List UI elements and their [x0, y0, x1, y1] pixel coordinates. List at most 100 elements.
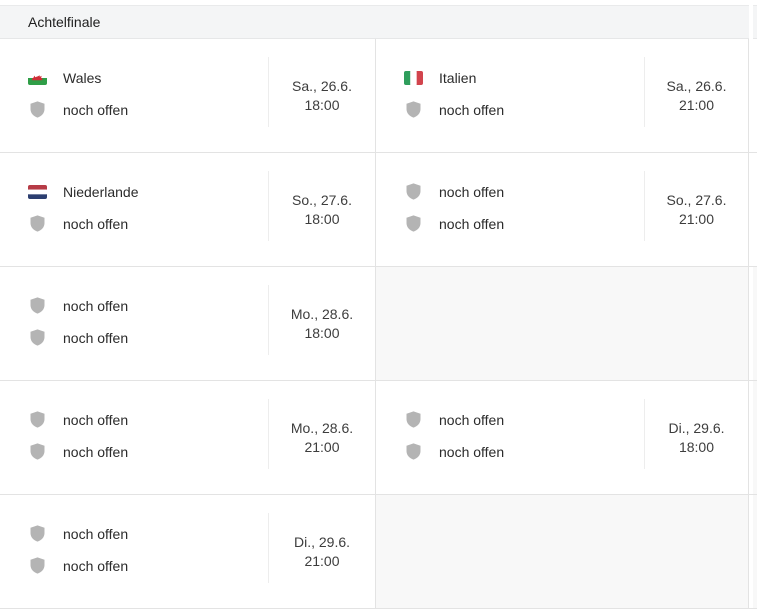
- shield-icon: [404, 183, 423, 200]
- match-card-niederlande[interactable]: Niederlande noch offen So., 27.6. 18:00: [0, 153, 376, 266]
- team-list: noch offen noch offen: [376, 153, 644, 266]
- match-card-open[interactable]: noch offen noch offen Mo., 28.6. 18:00: [0, 267, 376, 380]
- adjacent-column-edge: [753, 153, 757, 266]
- team-name: noch offen: [439, 215, 505, 232]
- match-date: So., 27.6.: [666, 191, 727, 208]
- cell-divider: [644, 171, 645, 241]
- section-header-row: Achtelfinale: [0, 5, 757, 39]
- match-datetime: Di., 29.6. 21:00: [269, 495, 375, 608]
- section-title: Achtelfinale: [28, 14, 101, 30]
- team-name: Niederlande: [63, 183, 139, 200]
- team-row: noch offen: [28, 411, 268, 428]
- column-gap: [749, 5, 753, 39]
- shield-icon: [28, 557, 47, 574]
- column-gap: [749, 495, 753, 608]
- team-row: Niederlande: [28, 183, 268, 200]
- section-header: Achtelfinale: [0, 5, 749, 39]
- team-row: noch offen: [404, 215, 644, 232]
- bracket-row-3: noch offen noch offen Mo., 28.6. 18:00: [0, 267, 757, 381]
- team-list: Niederlande noch offen: [0, 153, 268, 266]
- match-time: 21:00: [678, 210, 715, 227]
- team-name: noch offen: [63, 557, 129, 574]
- team-list: Italien noch offen: [376, 39, 644, 152]
- match-date: Mo., 28.6.: [290, 305, 354, 322]
- cell-divider: [268, 399, 269, 469]
- shield-icon: [28, 443, 47, 460]
- team-row: Wales: [28, 69, 268, 86]
- team-name: noch offen: [439, 443, 505, 460]
- team-row: noch offen: [28, 101, 268, 118]
- adjacent-column-edge: [753, 495, 757, 608]
- shield-icon: [404, 215, 423, 232]
- bracket-row-2: Niederlande noch offen So., 27.6. 18:00 …: [0, 153, 757, 267]
- team-name: noch offen: [63, 443, 129, 460]
- match-date: Di., 29.6.: [668, 419, 725, 436]
- shield-icon: [28, 101, 47, 118]
- cell-divider: [644, 57, 645, 127]
- team-list: noch offen noch offen: [376, 381, 644, 494]
- team-row: Italien: [404, 69, 644, 86]
- cell-divider: [268, 171, 269, 241]
- team-name: noch offen: [63, 215, 129, 232]
- shield-icon: [404, 443, 423, 460]
- match-date: Mo., 28.6.: [290, 419, 354, 436]
- italy-flag-icon: [404, 70, 423, 85]
- match-card-open[interactable]: noch offen noch offen So., 27.6. 21:00: [376, 153, 749, 266]
- cell-divider: [644, 399, 645, 469]
- shield-icon: [404, 411, 423, 428]
- match-datetime: So., 27.6. 18:00: [269, 153, 375, 266]
- team-name: noch offen: [63, 329, 129, 346]
- match-card-wales[interactable]: Wales noch offen Sa., 26.6. 18:00: [0, 39, 376, 152]
- bracket-row-4: noch offen noch offen Mo., 28.6. 21:00 n…: [0, 381, 757, 495]
- team-row: noch offen: [404, 411, 644, 428]
- team-row: noch offen: [404, 183, 644, 200]
- match-time: 21:00: [304, 552, 340, 569]
- column-gap: [749, 267, 753, 380]
- match-card-open[interactable]: noch offen noch offen Di., 29.6. 21:00: [0, 495, 376, 608]
- match-datetime: Mo., 28.6. 21:00: [269, 381, 375, 494]
- shield-icon: [28, 411, 47, 428]
- shield-icon: [28, 329, 47, 346]
- team-name: noch offen: [439, 411, 505, 428]
- team-name: noch offen: [63, 297, 129, 314]
- match-date: Di., 29.6.: [293, 533, 351, 550]
- cell-divider: [268, 57, 269, 127]
- match-datetime: Sa., 26.6. 21:00: [645, 39, 748, 152]
- team-name: noch offen: [439, 183, 505, 200]
- match-datetime: Sa., 26.6. 18:00: [269, 39, 375, 152]
- match-datetime: Mo., 28.6. 18:00: [269, 267, 375, 380]
- team-row: noch offen: [404, 443, 644, 460]
- match-datetime: So., 27.6. 21:00: [645, 153, 748, 266]
- shield-icon: [28, 297, 47, 314]
- cell-divider: [268, 285, 269, 355]
- bracket-row-1: Wales noch offen Sa., 26.6. 18:00 Italie…: [0, 39, 757, 153]
- team-row: noch offen: [28, 215, 268, 232]
- round-of-16-bracket: Achtelfinale Wales noch offen Sa., 26.6.…: [0, 5, 757, 609]
- match-date: So., 27.6.: [292, 191, 352, 208]
- match-datetime: Di., 29.6. 18:00: [645, 381, 748, 494]
- team-list: noch offen noch offen: [0, 267, 268, 380]
- team-name: noch offen: [63, 411, 129, 428]
- team-list: Wales noch offen: [0, 39, 268, 152]
- team-name: Italien: [439, 69, 477, 86]
- adjacent-column-edge: [753, 267, 757, 380]
- match-date: Sa., 26.6.: [292, 77, 352, 94]
- adjacent-column-edge: [753, 5, 757, 39]
- netherlands-flag-icon: [28, 184, 47, 199]
- team-list: noch offen noch offen: [0, 381, 268, 494]
- match-card-open[interactable]: noch offen noch offen Di., 29.6. 18:00: [376, 381, 749, 494]
- team-row: noch offen: [28, 525, 268, 542]
- team-row: noch offen: [28, 557, 268, 574]
- adjacent-column-edge: [753, 39, 757, 152]
- match-card-italien[interactable]: Italien noch offen Sa., 26.6. 21:00: [376, 39, 749, 152]
- match-time: 18:00: [304, 96, 340, 113]
- match-card-open[interactable]: noch offen noch offen Mo., 28.6. 21:00: [0, 381, 376, 494]
- cell-divider: [268, 513, 269, 583]
- match-time: 18:00: [304, 210, 340, 227]
- empty-slot: [376, 495, 749, 608]
- match-time: 18:00: [678, 438, 715, 455]
- match-date: Sa., 26.6.: [666, 77, 727, 94]
- bracket-row-5: noch offen noch offen Di., 29.6. 21:00: [0, 495, 757, 609]
- team-name: noch offen: [63, 525, 129, 542]
- column-gap: [749, 381, 753, 494]
